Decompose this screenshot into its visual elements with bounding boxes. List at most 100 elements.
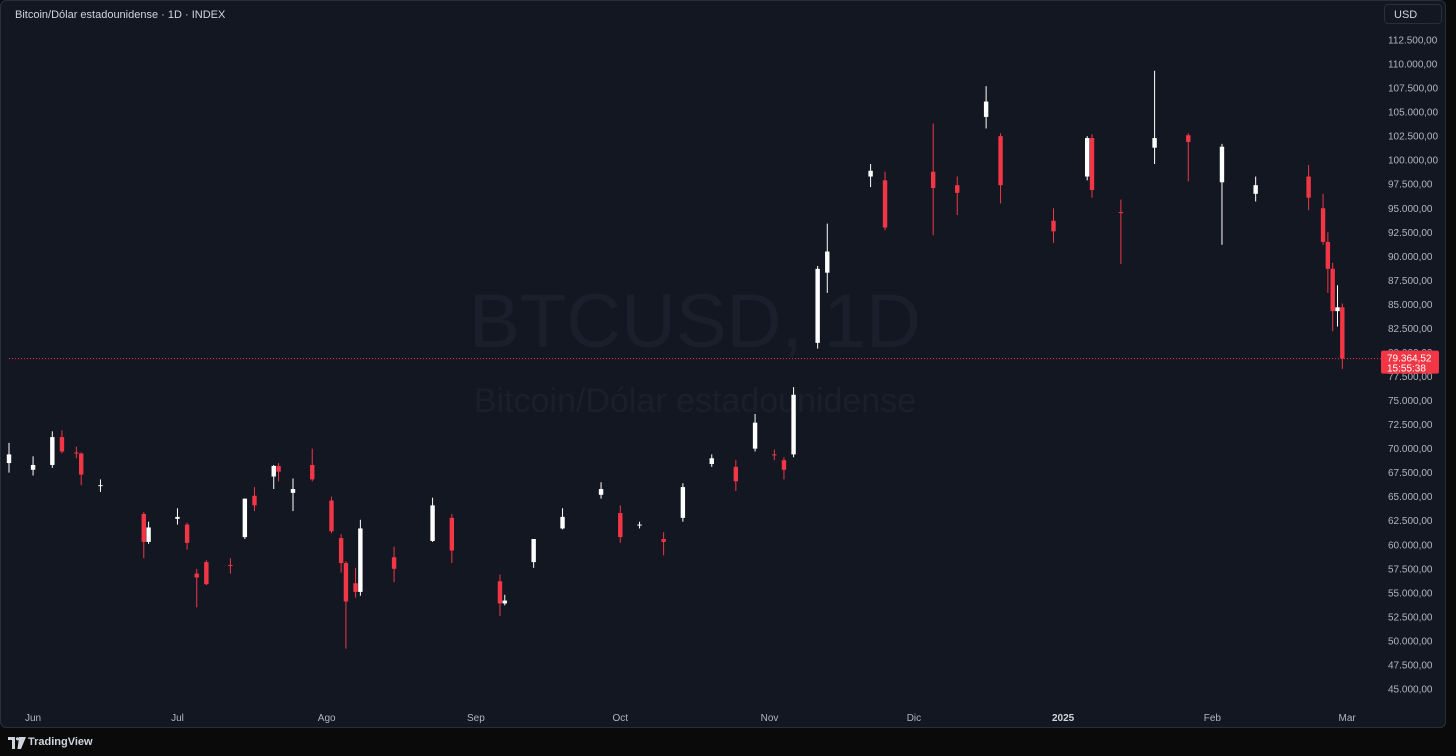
- candle-body: [752, 422, 758, 449]
- candle-body: [772, 454, 777, 456]
- candle-body: [290, 489, 296, 493]
- price-axis-label: 77.500,00: [1388, 372, 1433, 383]
- candle: [1335, 285, 1340, 327]
- price-axis-label: 72.500,00: [1388, 420, 1433, 431]
- candlestick-chart[interactable]: BTCUSD, 1D Bitcoin/Dólar estadounidense …: [1, 1, 1445, 727]
- price-axis-label: 45.000,00: [1388, 685, 1433, 696]
- candle: [1118, 199, 1124, 265]
- last-price-badge-bg: [1381, 350, 1439, 374]
- candle-body: [1219, 146, 1225, 183]
- candle: [868, 164, 873, 188]
- candle: [1152, 70, 1157, 165]
- candle: [930, 123, 936, 236]
- candle: [998, 133, 1003, 204]
- candle: [98, 479, 103, 492]
- price-axis-label: 47.500,00: [1388, 660, 1433, 671]
- candle: [815, 265, 820, 349]
- footer-bar: TradingView: [0, 729, 1456, 756]
- candle: [50, 431, 55, 468]
- price-axis-label: 92.500,00: [1388, 228, 1433, 239]
- candle-body: [343, 563, 349, 602]
- symbol-title[interactable]: Bitcoin/Dólar estadounidense · 1D · INDE…: [15, 9, 226, 21]
- candle: [290, 478, 296, 512]
- price-axis-label: 102.500,00: [1388, 132, 1438, 143]
- candle-body: [1186, 135, 1191, 142]
- candle: [772, 449, 777, 461]
- candle-body: [204, 562, 209, 585]
- price-axis-label: 90.000,00: [1388, 252, 1433, 263]
- candle-body: [531, 539, 536, 563]
- candle: [955, 176, 960, 215]
- candle-body: [709, 458, 714, 465]
- price-axis-label: 75.000,00: [1388, 396, 1433, 407]
- candle-body: [637, 524, 642, 526]
- candle: [1306, 164, 1311, 211]
- candle: [79, 452, 84, 486]
- time-axis-label: 2025: [1052, 713, 1075, 724]
- time-axis-label: Jul: [171, 713, 184, 724]
- time-axis-label: Jun: [25, 713, 41, 724]
- price-axis-label: 100.000,00: [1388, 156, 1438, 167]
- tradingview-logo-icon[interactable]: [8, 737, 26, 749]
- candle-body: [353, 583, 358, 592]
- candle-body: [560, 516, 565, 529]
- candle-body: [661, 539, 666, 542]
- candle-body: [1152, 138, 1157, 148]
- last-price-badge: 79.364,52 15:55:38: [1381, 350, 1439, 375]
- candle: [1325, 232, 1331, 293]
- price-axis-label: 107.500,00: [1388, 84, 1438, 95]
- candle-body: [146, 527, 151, 542]
- candle: [531, 539, 536, 568]
- time-axis-label: Oct: [613, 713, 629, 724]
- price-axis-label: 65.000,00: [1388, 492, 1433, 503]
- candle-body: [141, 514, 146, 542]
- candle-body: [680, 487, 686, 518]
- candle-body: [598, 489, 604, 495]
- candle-body: [430, 505, 435, 541]
- candle: [30, 456, 36, 476]
- candle-body: [184, 524, 190, 543]
- candle: [1084, 136, 1090, 181]
- candle-body: [930, 171, 936, 189]
- candle: [310, 448, 315, 482]
- candle-body: [242, 498, 248, 538]
- candle-body: [1118, 212, 1124, 214]
- last-price-value: 79.364,52: [1387, 354, 1432, 365]
- candle: [276, 463, 281, 482]
- tradingview-brand[interactable]: TradingView: [28, 736, 93, 748]
- candle: [1219, 143, 1225, 245]
- price-axis-label: 87.500,00: [1388, 276, 1433, 287]
- candle: [146, 521, 151, 544]
- candle: [242, 498, 248, 540]
- price-axis-label: 52.500,00: [1388, 612, 1433, 623]
- candle-body: [1306, 176, 1311, 198]
- candle: [343, 561, 349, 649]
- candle: [598, 482, 604, 499]
- candle: [618, 505, 623, 543]
- candle-body: [252, 495, 257, 506]
- candle: [1089, 134, 1095, 198]
- candle-body: [791, 394, 796, 455]
- candle: [252, 487, 257, 512]
- candle-body: [882, 180, 888, 228]
- candle-body: [1330, 268, 1335, 312]
- candle: [1051, 208, 1056, 243]
- candle: [1330, 263, 1335, 332]
- time-axis-label: Mar: [1339, 713, 1357, 724]
- currency-button[interactable]: USD: [1384, 4, 1442, 24]
- candle-body: [98, 485, 103, 487]
- candle: [353, 567, 358, 598]
- candle: [781, 457, 787, 480]
- watermark-symbol: BTCUSD, 1D: [469, 279, 921, 364]
- candle: [1340, 303, 1345, 369]
- candle-body: [1051, 220, 1056, 232]
- price-axis-label: 67.500,00: [1388, 468, 1433, 479]
- candle-body: [815, 268, 820, 343]
- candle-body: [50, 437, 55, 465]
- candle: [709, 454, 714, 467]
- price-axis-label: 62.500,00: [1388, 516, 1433, 527]
- chart-panel[interactable]: BTCUSD, 1D Bitcoin/Dólar estadounidense …: [0, 0, 1446, 728]
- candle: [449, 514, 455, 564]
- candle-body: [59, 437, 65, 452]
- time-axis[interactable]: Jun Jul Ago Sep Oct Nov Dic 2025 Feb Mar: [25, 713, 1356, 724]
